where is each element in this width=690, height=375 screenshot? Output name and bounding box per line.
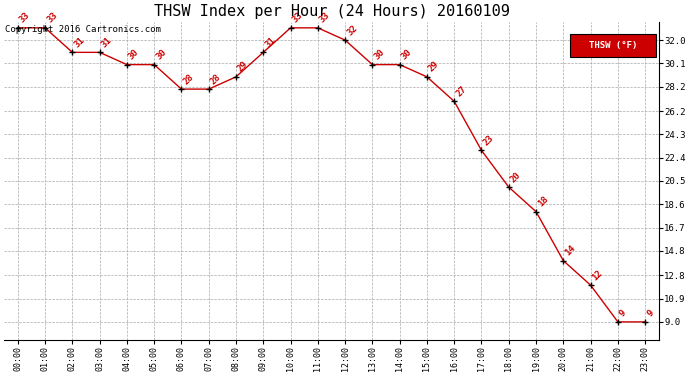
Text: 31: 31 [99, 35, 114, 49]
Text: 27: 27 [454, 84, 469, 98]
Text: 14: 14 [563, 244, 578, 258]
Text: 33: 33 [318, 11, 332, 25]
Text: 30: 30 [154, 48, 168, 62]
Text: 30: 30 [373, 48, 386, 62]
Text: Copyright 2016 Cartronics.com: Copyright 2016 Cartronics.com [6, 25, 161, 34]
Text: 32: 32 [345, 23, 359, 37]
Text: 30: 30 [400, 48, 413, 62]
Text: 33: 33 [45, 11, 59, 25]
Text: 23: 23 [482, 134, 495, 147]
Text: 33: 33 [290, 11, 304, 25]
Text: 20: 20 [509, 170, 523, 184]
Text: 31: 31 [264, 35, 277, 49]
Text: THSW (°F): THSW (°F) [589, 41, 637, 50]
Text: 28: 28 [181, 72, 195, 86]
Text: 29: 29 [427, 60, 441, 74]
Text: 12: 12 [591, 268, 604, 282]
Text: 29: 29 [236, 60, 250, 74]
Text: 9: 9 [645, 309, 656, 319]
Text: 30: 30 [127, 48, 141, 62]
Text: 28: 28 [209, 72, 223, 86]
Text: 31: 31 [72, 35, 86, 49]
Title: THSW Index per Hour (24 Hours) 20160109: THSW Index per Hour (24 Hours) 20160109 [154, 4, 509, 19]
Text: 9: 9 [618, 309, 628, 319]
Text: 18: 18 [536, 195, 550, 208]
FancyBboxPatch shape [571, 34, 656, 57]
Text: 33: 33 [18, 11, 32, 25]
